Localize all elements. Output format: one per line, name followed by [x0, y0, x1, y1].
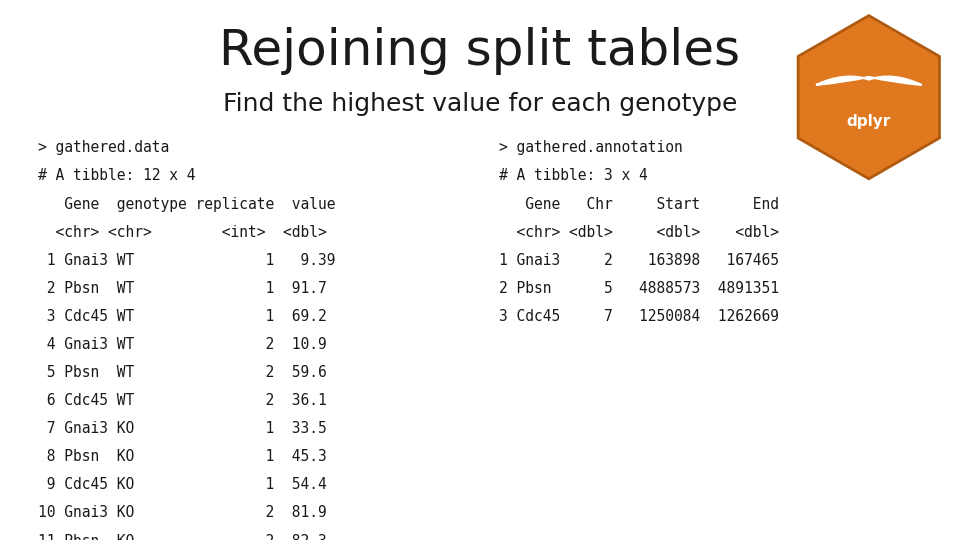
Text: 3 Cdc45     7   1250084  1262669: 3 Cdc45 7 1250084 1262669	[499, 309, 780, 324]
Text: # A tibble: 3 x 4: # A tibble: 3 x 4	[499, 168, 648, 184]
Text: 10 Gnai3 KO               2  81.9: 10 Gnai3 KO 2 81.9	[38, 505, 327, 521]
Text: <chr> <dbl>     <dbl>    <dbl>: <chr> <dbl> <dbl> <dbl>	[499, 225, 780, 240]
Text: > gathered.annotation: > gathered.annotation	[499, 140, 683, 156]
Text: 11 Pbsn  KO               2  82.3: 11 Pbsn KO 2 82.3	[38, 534, 327, 540]
Text: 7 Gnai3 KO               1  33.5: 7 Gnai3 KO 1 33.5	[38, 421, 327, 436]
Text: 6 Cdc45 WT               2  36.1: 6 Cdc45 WT 2 36.1	[38, 393, 327, 408]
Text: 2 Pbsn  WT               1  91.7: 2 Pbsn WT 1 91.7	[38, 281, 327, 296]
Text: > gathered.data: > gathered.data	[38, 140, 170, 156]
Text: 9 Cdc45 KO               1  54.4: 9 Cdc45 KO 1 54.4	[38, 477, 327, 492]
Text: # A tibble: 12 x 4: # A tibble: 12 x 4	[38, 168, 196, 184]
Text: 5 Pbsn  WT               2  59.6: 5 Pbsn WT 2 59.6	[38, 365, 327, 380]
Text: dplyr: dplyr	[847, 114, 891, 129]
Text: Find the highest value for each genotype: Find the highest value for each genotype	[223, 92, 737, 116]
Text: 1 Gnai3 WT               1   9.39: 1 Gnai3 WT 1 9.39	[38, 253, 336, 268]
PathPatch shape	[816, 77, 922, 85]
Text: 2 Pbsn      5   4888573  4891351: 2 Pbsn 5 4888573 4891351	[499, 281, 780, 296]
Text: <chr> <chr>        <int>  <dbl>: <chr> <chr> <int> <dbl>	[38, 225, 327, 240]
Text: 1 Gnai3     2    163898   167465: 1 Gnai3 2 163898 167465	[499, 253, 780, 268]
Text: Gene   Chr     Start      End: Gene Chr Start End	[499, 197, 780, 212]
Text: Gene  genotype replicate  value: Gene genotype replicate value	[38, 197, 336, 212]
Text: Rejoining split tables: Rejoining split tables	[220, 27, 740, 75]
Polygon shape	[798, 16, 940, 179]
Text: 4 Gnai3 WT               2  10.9: 4 Gnai3 WT 2 10.9	[38, 337, 327, 352]
Text: 3 Cdc45 WT               1  69.2: 3 Cdc45 WT 1 69.2	[38, 309, 327, 324]
Text: 8 Pbsn  KO               1  45.3: 8 Pbsn KO 1 45.3	[38, 449, 327, 464]
